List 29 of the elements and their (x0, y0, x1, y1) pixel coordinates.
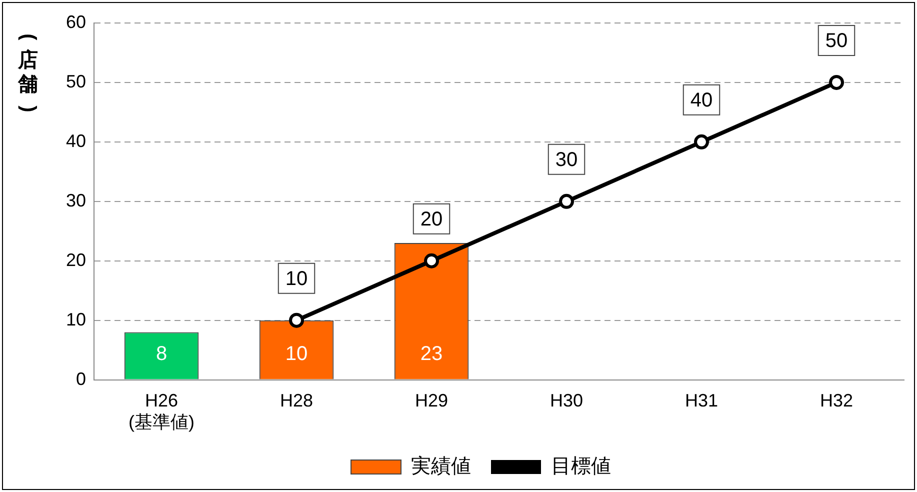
point (694, 134, 710, 150)
data-label: 30 (555, 148, 578, 171)
y-tick-label: 0 (76, 368, 86, 389)
y-tick-label: 40 (66, 130, 86, 151)
legend-label: 実績値 (411, 454, 471, 478)
data-label: 8 (156, 342, 168, 365)
point (829, 74, 844, 90)
data-label: 10 (285, 268, 308, 290)
data-label: 20 (420, 208, 443, 230)
point (559, 194, 574, 209)
data-label: 10 (285, 342, 308, 365)
x-tick-label: H29 (414, 390, 448, 411)
data-label: 40 (690, 89, 713, 112)
y-tick-label: 10 (66, 309, 86, 330)
x-tick-label: H26 (基準値) (128, 390, 195, 432)
point (289, 312, 304, 328)
x-tick-label: H30 (550, 390, 584, 411)
y-tick-label: 60 (66, 12, 86, 32)
y-tick-label: 30 (66, 190, 86, 210)
data-label: 23 (420, 342, 443, 365)
data-label: 50 (825, 30, 848, 52)
x-tick-label: H28 (280, 390, 314, 411)
legend-label: 目標値 (551, 456, 611, 478)
y-tick-label: 20 (66, 250, 86, 270)
x-tick-label: H31 (684, 390, 718, 411)
y-axis-title: (店舗) (17, 34, 40, 112)
y-tick-label: 50 (66, 71, 86, 92)
point (424, 253, 440, 268)
x-tick-label: H32 (820, 390, 854, 411)
